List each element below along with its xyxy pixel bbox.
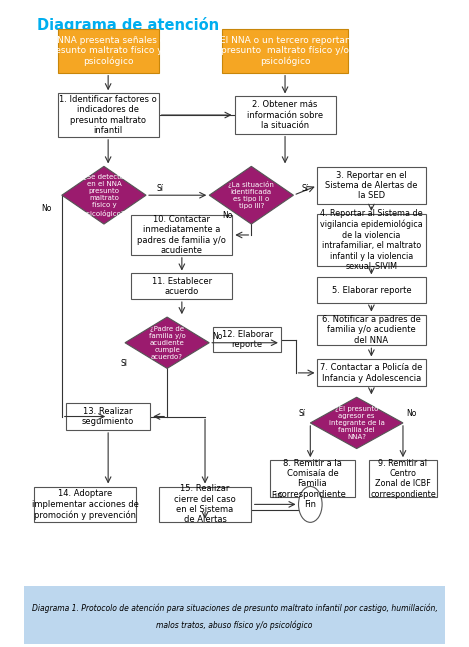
- FancyBboxPatch shape: [58, 29, 159, 72]
- Text: 7. Contactar a Policía de
Infancia y Adolescencia: 7. Contactar a Policía de Infancia y Ado…: [320, 363, 423, 382]
- Text: Sí: Sí: [298, 409, 305, 418]
- FancyBboxPatch shape: [213, 327, 281, 353]
- Text: SI: SI: [121, 359, 128, 367]
- Text: Sí: Sí: [157, 184, 164, 193]
- Text: No: No: [222, 211, 232, 220]
- Text: ¿El presunto
agresor es
integrante de la
familia del
NNA?: ¿El presunto agresor es integrante de la…: [329, 406, 385, 440]
- Text: Fin: Fin: [271, 491, 282, 500]
- FancyBboxPatch shape: [131, 215, 233, 255]
- Text: 5. Elaborar reporte: 5. Elaborar reporte: [332, 285, 411, 294]
- Text: No: No: [212, 332, 223, 341]
- Text: 15. Realizar
cierre del caso
en el Sistema
de Alertas: 15. Realizar cierre del caso en el Siste…: [174, 485, 236, 525]
- FancyBboxPatch shape: [317, 314, 426, 345]
- Polygon shape: [62, 166, 146, 224]
- FancyBboxPatch shape: [131, 274, 233, 299]
- FancyBboxPatch shape: [317, 214, 426, 267]
- Text: No: No: [406, 409, 417, 418]
- Text: ¿Se detecta
en el NNA
presunto
maltrato
físico y
psicológico?: ¿Se detecta en el NNA presunto maltrato …: [83, 174, 125, 217]
- FancyBboxPatch shape: [34, 487, 136, 522]
- Text: El NNA o un tercero reportan
presunto  maltrato físico y/o
psicológico: El NNA o un tercero reportan presunto ma…: [220, 36, 350, 66]
- FancyBboxPatch shape: [317, 167, 426, 204]
- Text: No: No: [41, 204, 51, 213]
- Text: ¿Padre de
familia y/o
acudiente
cumple
acuerdo?: ¿Padre de familia y/o acudiente cumple a…: [149, 325, 185, 360]
- Text: Diagrama de atención: Diagrama de atención: [37, 17, 219, 33]
- Text: 4. Reportar al Sistema de
vigilancia epidemiológica
de la violencia
intrafamilia: 4. Reportar al Sistema de vigilancia epi…: [320, 210, 423, 271]
- Polygon shape: [209, 166, 294, 224]
- Text: 2. Obtener más
información sobre
la situación: 2. Obtener más información sobre la situ…: [247, 100, 323, 130]
- Text: Sí: Sí: [301, 184, 308, 193]
- Text: Fin: Fin: [304, 500, 316, 509]
- FancyBboxPatch shape: [317, 278, 426, 303]
- Text: El NNA presenta señales de
presunto maltrato físico y/o
psicológico: El NNA presenta señales de presunto malt…: [45, 36, 171, 66]
- Polygon shape: [310, 397, 403, 448]
- FancyBboxPatch shape: [222, 29, 348, 72]
- FancyBboxPatch shape: [234, 96, 336, 134]
- Text: 11. Establecer
acuerdo: 11. Establecer acuerdo: [152, 277, 212, 296]
- Text: 1. Identificar factores o
indicadores de
presunto maltrato
infantil: 1. Identificar factores o indicadores de…: [59, 95, 157, 135]
- Text: 13. Realizar
seguimiento: 13. Realizar seguimiento: [82, 407, 134, 426]
- Text: 8. Remitir a la
Comisaía de
Familia
correspondiente: 8. Remitir a la Comisaía de Familia corr…: [278, 459, 347, 499]
- FancyBboxPatch shape: [369, 460, 437, 498]
- FancyBboxPatch shape: [159, 487, 251, 522]
- Text: ¿La situación
identificada
es tipo II o
tipo III?: ¿La situación identificada es tipo II o …: [228, 181, 274, 209]
- Text: 9. Remitir al
Centro
Zonal de ICBF
correspondiente: 9. Remitir al Centro Zonal de ICBF corre…: [370, 459, 436, 499]
- FancyBboxPatch shape: [24, 586, 445, 644]
- Text: 10. Contactar
inmediatamente a
padres de familia y/o
acudiente: 10. Contactar inmediatamente a padres de…: [137, 215, 226, 255]
- Circle shape: [298, 487, 322, 522]
- Text: malos tratos, abuso físico y/o psicológico: malos tratos, abuso físico y/o psicológi…: [156, 620, 313, 630]
- Text: Diagrama 1. Protocolo de atención para situaciones de presunto maltrato infantil: Diagrama 1. Protocolo de atención para s…: [31, 604, 438, 613]
- Text: 6. Notificar a padres de
familia y/o acudiente
del NNA: 6. Notificar a padres de familia y/o acu…: [322, 315, 421, 345]
- FancyBboxPatch shape: [58, 93, 159, 137]
- Text: 12. Elaborar
reporte: 12. Elaborar reporte: [221, 330, 272, 349]
- Text: 3. Reportar en el
Sistema de Alertas de
la SED: 3. Reportar en el Sistema de Alertas de …: [325, 171, 417, 201]
- Polygon shape: [125, 317, 209, 368]
- Text: 14. Adoptare
implementar acciones de
promoción y prevención: 14. Adoptare implementar acciones de pro…: [31, 489, 138, 520]
- FancyBboxPatch shape: [66, 403, 150, 430]
- FancyBboxPatch shape: [270, 460, 355, 498]
- FancyBboxPatch shape: [317, 360, 426, 386]
